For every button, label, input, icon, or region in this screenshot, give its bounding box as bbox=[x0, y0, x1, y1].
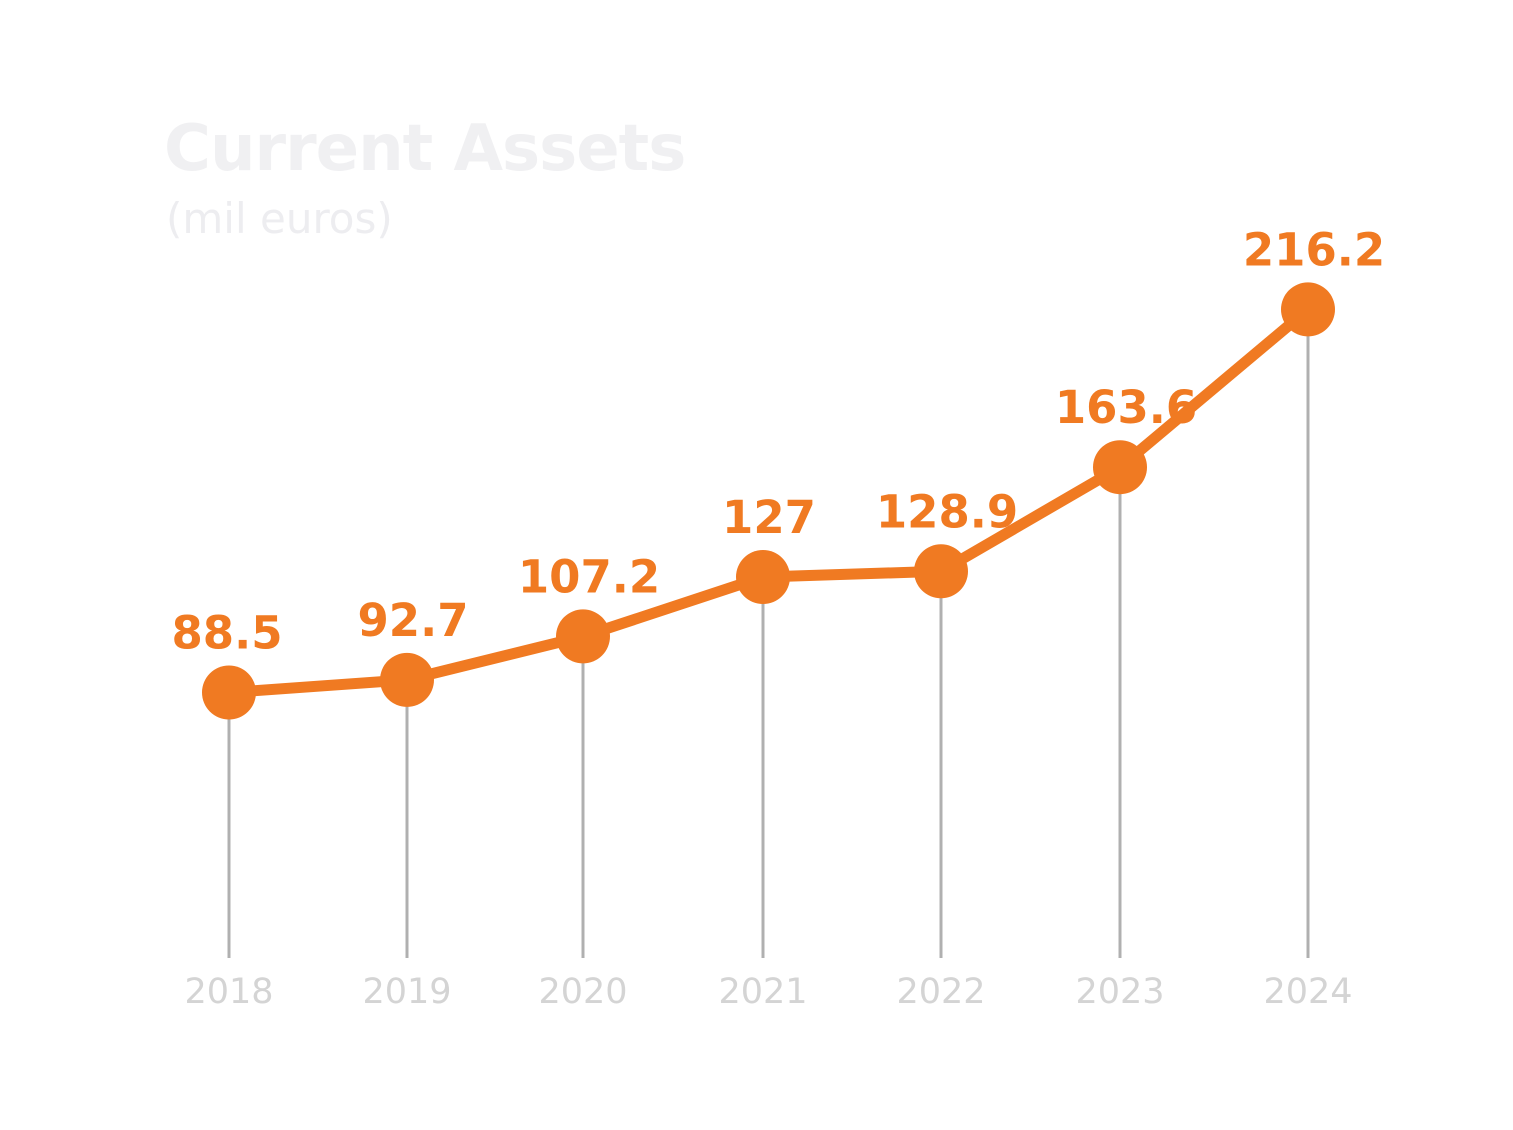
chart-subtitle: (mil euros) bbox=[166, 194, 393, 243]
x-tick-label-2023: 2023 bbox=[1075, 972, 1164, 1012]
data-point-2019 bbox=[380, 652, 434, 707]
data-label-2020: 107.2 bbox=[518, 550, 660, 603]
x-tick-label-2020: 2020 bbox=[538, 972, 627, 1012]
x-axis-tick-labels: 2018 2019 2020 2021 2022 2023 2024 bbox=[184, 972, 1352, 1012]
data-label-2018: 88.5 bbox=[171, 607, 282, 660]
x-tick-label-2024: 2024 bbox=[1263, 972, 1352, 1012]
data-point-2023 bbox=[1093, 440, 1147, 495]
data-point-2018 bbox=[202, 665, 256, 720]
drop-lines bbox=[227, 309, 1310, 958]
x-tick-label-2022: 2022 bbox=[896, 972, 985, 1012]
data-point-2020 bbox=[556, 609, 610, 664]
data-point-2022 bbox=[914, 544, 968, 599]
x-tick-label-2019: 2019 bbox=[362, 972, 451, 1012]
data-label-2022: 128.9 bbox=[876, 485, 1018, 538]
x-tick-label-2021: 2021 bbox=[718, 972, 807, 1012]
data-point-2021 bbox=[736, 550, 790, 604]
data-points bbox=[202, 282, 1335, 720]
data-label-2024: 216.2 bbox=[1243, 223, 1385, 276]
data-label-2021: 127 bbox=[722, 491, 816, 544]
data-label-2019: 92.7 bbox=[357, 594, 468, 647]
data-label-2023: 163.6 bbox=[1055, 381, 1197, 434]
chart-title: Current Assets bbox=[164, 112, 686, 186]
data-labels: 88.5 92.7 107.2 127 128.9 163.6 216.2 bbox=[171, 223, 1385, 659]
data-point-2024 bbox=[1281, 282, 1335, 337]
x-tick-label-2018: 2018 bbox=[184, 972, 273, 1012]
